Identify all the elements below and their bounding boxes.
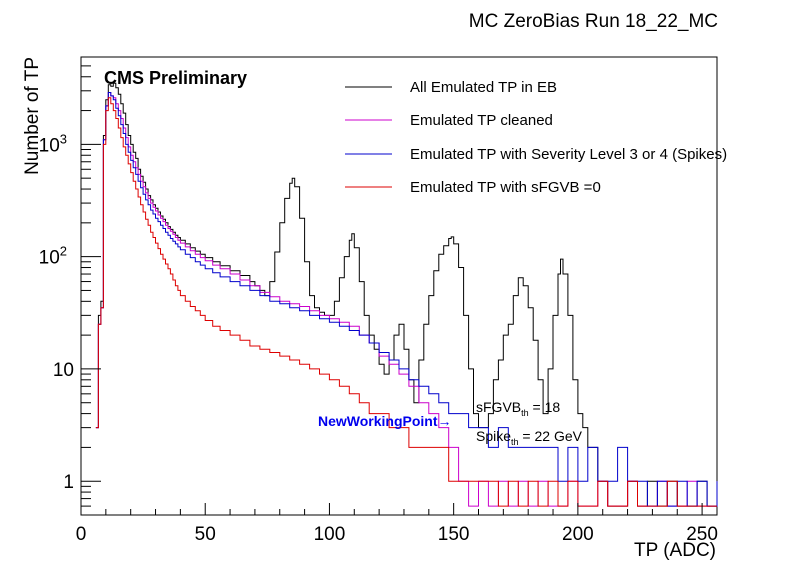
legend-entry: Emulated TP with sFGVB =0 <box>410 179 601 196</box>
x-tick-label: 50 <box>195 524 216 545</box>
y-tick-label: 103 <box>39 131 67 156</box>
x-tick-label: 100 <box>314 524 346 545</box>
series-layer <box>95 82 718 507</box>
series-4-line <box>95 97 717 507</box>
x-tick-label: 200 <box>562 524 594 545</box>
y-tick-label: 10 <box>53 360 74 381</box>
sfgvb-threshold-label: sFGVBth = 18 <box>476 399 560 418</box>
x-tick-label: 0 <box>76 524 87 545</box>
plot-frame <box>80 56 718 516</box>
legend: All Emulated TP in EB Emulated TP cleaned… <box>345 79 727 196</box>
x-tick-label: 150 <box>438 524 470 545</box>
chart-title: MC ZeroBias Run 18_22_MC <box>469 11 718 32</box>
legend-entry: Emulated TP cleaned <box>410 112 553 129</box>
x-axis: 0 50 100 150 200 250 <box>76 503 718 545</box>
x-axis-title: TP (ADC) <box>634 540 716 561</box>
y-tick-label: 1 <box>63 472 74 493</box>
cms-label: CMS Preliminary <box>104 68 247 88</box>
y-axis-title: Number of TP <box>22 57 43 175</box>
series-1-line <box>95 82 718 507</box>
working-point-label: NewWorkingPoint→ <box>318 413 452 429</box>
legend-entry: All Emulated TP in EB <box>410 79 557 96</box>
y-axis: 1 10 102 103 <box>39 56 101 516</box>
y-tick-label: 102 <box>39 244 67 269</box>
legend-entry: Emulated TP with Severity Level 3 or 4 (… <box>410 146 727 163</box>
x-tick-label: 250 <box>686 524 718 545</box>
spike-threshold-label: Spiketh = 22 GeV <box>476 428 583 447</box>
